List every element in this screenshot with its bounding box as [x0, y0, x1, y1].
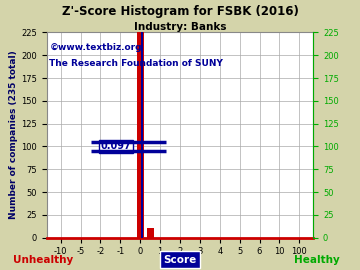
- Bar: [137, 32, 144, 238]
- Y-axis label: Number of companies (235 total): Number of companies (235 total): [9, 51, 18, 219]
- Text: The Research Foundation of SUNY: The Research Foundation of SUNY: [49, 59, 223, 68]
- Text: Healthy: Healthy: [294, 255, 340, 265]
- Bar: [141, 32, 143, 238]
- Text: 0.097: 0.097: [100, 141, 131, 151]
- Title: Industry: Banks: Industry: Banks: [134, 22, 226, 32]
- Text: ©www.textbiz.org: ©www.textbiz.org: [49, 43, 142, 52]
- Text: Unhealthy: Unhealthy: [13, 255, 73, 265]
- Bar: [147, 228, 154, 238]
- Text: Z'-Score Histogram for FSBK (2016): Z'-Score Histogram for FSBK (2016): [62, 5, 298, 18]
- Text: Score: Score: [163, 255, 197, 265]
